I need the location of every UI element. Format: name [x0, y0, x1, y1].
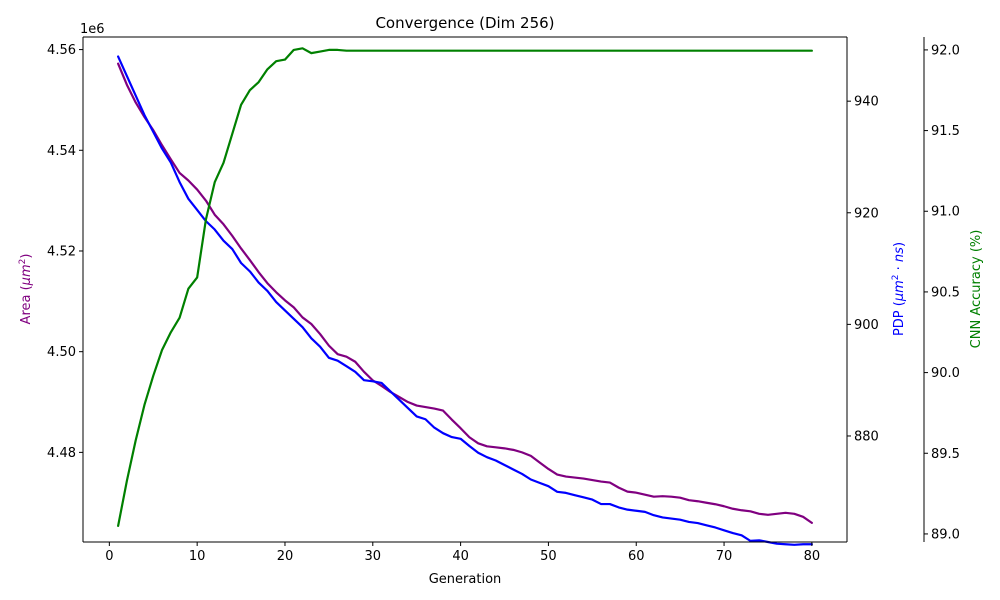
pdp-axis-label-close: ): [892, 242, 907, 247]
area-scale-label: 1e6: [80, 22, 105, 37]
pdp-axis-label-exp: 2: [891, 274, 901, 280]
area-tick-label: 4.54: [47, 144, 76, 159]
x-tick-label: 80: [804, 549, 821, 564]
acc-tick-label: 91.5: [931, 124, 960, 139]
acc-tick-label: 91.0: [931, 205, 960, 220]
chart-title: Convergence (Dim 256): [375, 14, 554, 32]
area-axis-label-unit: μm: [19, 264, 34, 286]
x-tick-label: 40: [452, 549, 469, 564]
pdp-tick-label: 920: [854, 206, 879, 221]
pdp-axis-label-text: PDP (: [892, 301, 907, 336]
x-tick-label: 0: [105, 549, 113, 564]
pdp-series-line: [117, 55, 813, 546]
area-axis-label: Area (μm2): [18, 254, 34, 325]
acc-tick-label: 89.0: [931, 527, 960, 542]
area-tick-label: 4.56: [47, 43, 76, 58]
acc-tick-label: 89.5: [931, 447, 960, 462]
pdp-axis-label-dot: ·: [892, 262, 907, 274]
x-tick-label: 50: [540, 549, 557, 564]
x-tick-label: 20: [277, 549, 294, 564]
x-tick-label: 70: [716, 549, 733, 564]
pdp-axis-label-unit: μm: [892, 280, 907, 302]
pdp-axis-label: PDP (μm2 · ns): [891, 242, 907, 336]
x-tick-label: 10: [189, 549, 206, 564]
pdp-tick-label: 900: [854, 318, 879, 333]
area-tick-label: 4.50: [47, 345, 76, 360]
area-series-line: [117, 62, 813, 524]
x-tick-label: 30: [365, 549, 382, 564]
acc-axis-label: CNN Accuracy (%): [969, 230, 984, 349]
x-tick-label: 60: [628, 549, 645, 564]
plot-layer: [117, 47, 813, 546]
axes-layer: 0 10 20 30 40 50 60 70 80 4.48 4.50 4.52 4.54 4.56 880…: [47, 36, 960, 564]
pdp-tick-label: 940: [854, 95, 879, 110]
acc-tick-label: 90.0: [931, 366, 960, 381]
area-tick-label: 4.52: [47, 244, 76, 259]
area-axis-label-exp: 2: [18, 259, 28, 265]
acc-series-line: [117, 47, 813, 527]
area-tick-label: 4.48: [47, 446, 76, 461]
pdp-tick-label: 880: [854, 429, 879, 444]
area-axis-label-close: ): [19, 254, 34, 259]
area-axis-label-text: Area (: [19, 285, 34, 324]
x-axis-label: Generation: [429, 572, 502, 587]
acc-tick-label: 92.0: [931, 43, 960, 58]
acc-tick-label: 90.5: [931, 285, 960, 300]
pdp-axis-label-ns: ns: [892, 247, 907, 262]
